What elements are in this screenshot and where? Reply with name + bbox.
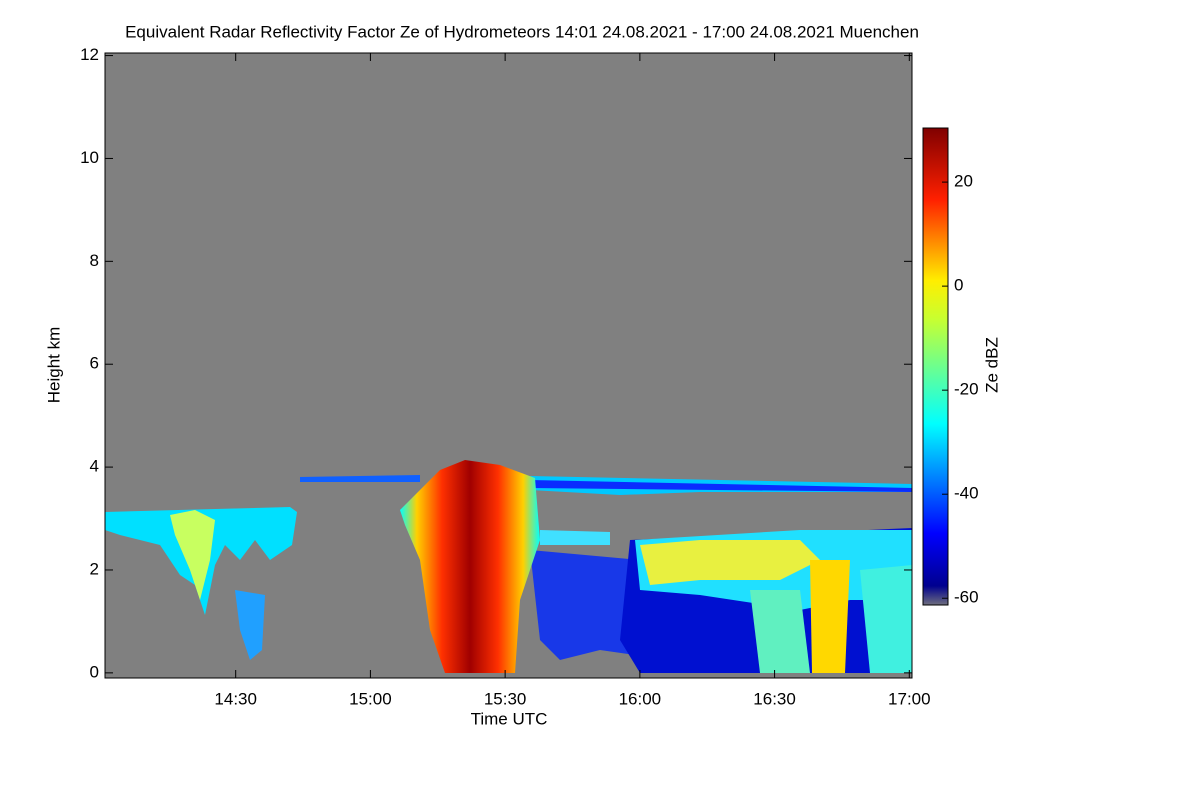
echo xyxy=(640,540,820,585)
echo xyxy=(530,480,912,492)
plot-frame xyxy=(104,52,913,679)
x-tick-label: 15:00 xyxy=(349,689,392,708)
echo-core xyxy=(400,460,540,673)
y-tick-label: 12 xyxy=(80,45,99,64)
y-tick-label: 4 xyxy=(90,457,99,476)
echo xyxy=(750,590,810,673)
colorbar-tick-label: -40 xyxy=(954,484,979,503)
echo xyxy=(530,550,640,660)
colorbar-tick-label: -60 xyxy=(954,588,979,607)
y-tick-label: 2 xyxy=(90,559,99,578)
x-tick-label: 16:30 xyxy=(753,689,796,708)
chart-title: Equivalent Radar Reflectivity Factor Ze … xyxy=(125,22,919,41)
colorbar-tick-label: -20 xyxy=(954,380,979,399)
x-axis-label: Time UTC xyxy=(471,709,548,728)
y-tick-label: 8 xyxy=(90,251,99,270)
y-axis-label: Height km xyxy=(44,327,63,404)
echo xyxy=(170,510,215,600)
x-tick-label: 16:00 xyxy=(619,689,662,708)
x-tick-label: 15:30 xyxy=(484,689,527,708)
colorbar-tick-label: 0 xyxy=(954,276,963,295)
colorbar xyxy=(922,127,949,606)
echo xyxy=(540,530,610,545)
echo xyxy=(300,475,420,482)
reflectivity-field xyxy=(105,460,912,673)
y-tick-label: 0 xyxy=(90,662,99,681)
y-tick-label: 6 xyxy=(90,354,99,373)
echo xyxy=(235,590,265,660)
y-tick-label: 10 xyxy=(80,148,99,167)
colorbar-tick-label: 20 xyxy=(954,172,973,191)
echo xyxy=(860,565,912,673)
colorbar-label: Ze dBZ xyxy=(982,337,1001,393)
x-tick-label: 14:30 xyxy=(214,689,257,708)
echo xyxy=(810,560,850,673)
x-tick-label: 17:00 xyxy=(888,689,931,708)
